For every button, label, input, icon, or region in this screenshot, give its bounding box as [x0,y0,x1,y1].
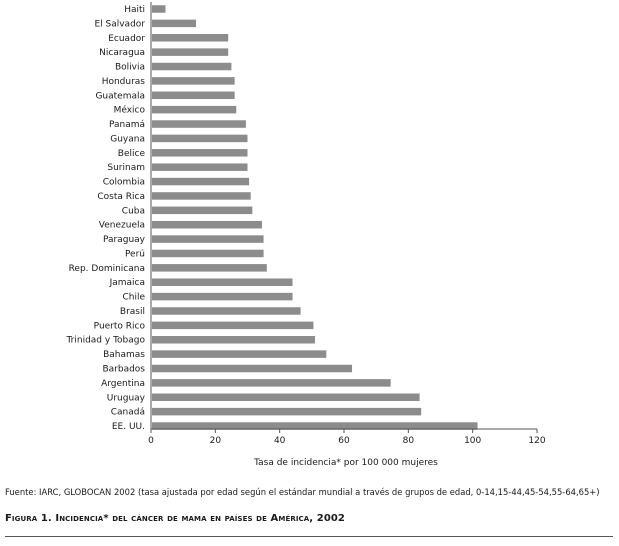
category-label: Guatemala [95,91,145,101]
bar-guyana [152,134,248,143]
category-label: Bahamas [103,350,145,360]
bar-chile [152,292,293,301]
bar-belice [152,149,248,157]
x-tick-label: 60 [338,436,350,446]
bar-ecuador [152,34,229,42]
bar-bolivia [152,62,232,71]
x-tick-label: 20 [210,436,222,446]
bar-barbados [152,364,353,373]
bar-haiti [152,5,166,13]
bar-puerto-rico [152,321,314,330]
x-tick-label: 120 [528,436,545,446]
category-label: Canadá [111,408,145,418]
category-label: Guyana [110,134,145,144]
bar-paraguay [152,235,264,243]
category-label: Trinidad y Tobago [66,336,146,346]
category-label: Rep. Dominicana [69,264,145,274]
category-label: Nicaragua [99,48,145,58]
category-label: Costa Rica [97,192,145,202]
x-tick-label: 80 [403,436,415,446]
bar-jamaica [152,278,293,286]
bar-m-xico [152,105,237,114]
bar-rep-dominicana [152,264,267,272]
bar-guatemala [152,91,235,100]
bar-venezuela [152,220,262,229]
bar-uruguay [152,393,420,402]
category-label: Ecuador [108,34,145,44]
category-label: Haiti [124,5,145,15]
caption-divider [5,536,613,537]
x-axis-title: Tasa de incidencia* por 100 000 mujeres [253,458,438,468]
category-label: Jamaica [109,278,145,288]
bar-per- [152,249,264,258]
category-label: Argentina [101,379,145,389]
category-labels: Haiti El Salvador Ecuador Nicaragua Bolivia H… [66,5,146,432]
bar-honduras [152,77,235,85]
category-label: EE. UU. [112,422,145,432]
bar-panam- [152,120,246,128]
x-tick-label: 0 [148,436,154,446]
figure-caption: Figura 1. Incidencia* del cáncer de mama… [5,513,345,524]
bar-chart: Haiti El Salvador Ecuador Nicaragua Bolivia H… [66,2,546,468]
bar-costa-rica [152,192,251,200]
bars-group [152,5,478,430]
category-label: Barbados [102,365,145,375]
category-label: Panamá [109,120,145,130]
category-label: Puerto Rico [94,321,146,331]
category-label: Colombia [103,178,145,188]
category-label: Uruguay [107,393,146,403]
category-label: El Salvador [94,19,145,29]
bar-el-salvador [152,19,197,28]
bar-trinidad-y-tobago [152,335,316,344]
bar-ee-uu- [152,422,478,430]
category-label: Cuba [122,206,145,216]
bar-canad- [152,407,422,416]
x-tick-label: 100 [464,436,481,446]
category-label: Venezuela [99,221,145,231]
category-label: México [114,105,146,116]
bar-argentina [152,379,391,387]
bar-surinam [152,163,248,171]
bar-bahamas [152,350,327,358]
bar-brasil [152,307,301,315]
category-label: Chile [122,293,145,303]
category-label: Surinam [107,163,145,173]
bar-nicaragua [152,48,229,56]
category-label: Bolivia [115,63,145,73]
category-label: Paraguay [103,235,146,245]
category-label: Perú [125,249,145,259]
x-axis-ticks: 0 20 40 60 80 100 120 [148,429,546,446]
category-label: Honduras [102,77,146,87]
category-label: Belice [118,149,146,159]
source-note: Fuente: IARC, GLOBOCAN 2002 (tasa ajusta… [5,487,600,497]
bar-cuba [152,206,253,215]
x-tick-label: 40 [274,436,286,446]
category-label: Brasil [120,307,145,317]
bar-colombia [152,177,250,186]
